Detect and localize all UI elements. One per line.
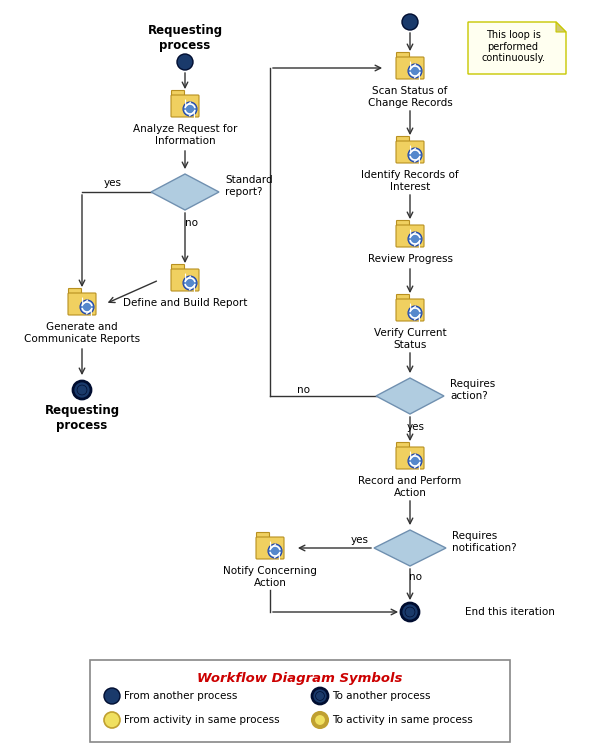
Text: Record and Perform
Action: Record and Perform Action bbox=[359, 476, 462, 498]
FancyBboxPatch shape bbox=[397, 442, 410, 448]
FancyBboxPatch shape bbox=[396, 225, 424, 247]
Text: To activity in same process: To activity in same process bbox=[332, 715, 473, 725]
Circle shape bbox=[408, 306, 422, 320]
Circle shape bbox=[183, 276, 197, 290]
Text: End this iteration: End this iteration bbox=[465, 607, 555, 617]
Text: Requesting
process: Requesting process bbox=[147, 24, 222, 52]
FancyBboxPatch shape bbox=[397, 53, 410, 58]
FancyBboxPatch shape bbox=[397, 137, 410, 143]
Text: yes: yes bbox=[104, 178, 122, 188]
FancyBboxPatch shape bbox=[397, 294, 410, 300]
Circle shape bbox=[73, 381, 91, 399]
Circle shape bbox=[183, 102, 197, 116]
Text: This loop is
performed
continuously.: This loop is performed continuously. bbox=[481, 30, 545, 63]
Text: Generate and
Communicate Reports: Generate and Communicate Reports bbox=[24, 322, 140, 344]
Circle shape bbox=[316, 692, 324, 701]
Text: Define and Build Report: Define and Build Report bbox=[123, 298, 247, 308]
Text: Requesting
process: Requesting process bbox=[44, 404, 120, 432]
Circle shape bbox=[408, 454, 422, 468]
Circle shape bbox=[405, 607, 415, 617]
Polygon shape bbox=[556, 22, 566, 32]
FancyBboxPatch shape bbox=[257, 532, 270, 538]
Text: Review Progress: Review Progress bbox=[368, 254, 453, 264]
Text: yes: yes bbox=[407, 422, 425, 432]
Circle shape bbox=[177, 54, 193, 70]
FancyBboxPatch shape bbox=[68, 293, 96, 315]
Text: no: no bbox=[297, 385, 309, 395]
Circle shape bbox=[312, 688, 328, 704]
Text: Standard
report?: Standard report? bbox=[225, 175, 273, 197]
FancyBboxPatch shape bbox=[90, 660, 510, 742]
FancyBboxPatch shape bbox=[396, 299, 424, 321]
Circle shape bbox=[408, 148, 422, 162]
FancyBboxPatch shape bbox=[69, 288, 82, 294]
Circle shape bbox=[80, 300, 94, 314]
Circle shape bbox=[314, 714, 325, 726]
FancyBboxPatch shape bbox=[171, 91, 184, 97]
FancyBboxPatch shape bbox=[397, 220, 410, 226]
Circle shape bbox=[104, 688, 120, 704]
Text: From activity in same process: From activity in same process bbox=[124, 715, 279, 725]
FancyBboxPatch shape bbox=[171, 95, 199, 117]
Circle shape bbox=[408, 64, 422, 78]
Circle shape bbox=[401, 603, 419, 621]
Text: Analyze Request for
Information: Analyze Request for Information bbox=[133, 124, 237, 146]
FancyBboxPatch shape bbox=[396, 447, 424, 469]
Text: To another process: To another process bbox=[332, 691, 430, 701]
Text: Workflow Diagram Symbols: Workflow Diagram Symbols bbox=[197, 672, 403, 685]
FancyBboxPatch shape bbox=[396, 57, 424, 79]
Text: Requires
action?: Requires action? bbox=[450, 379, 495, 401]
Text: no: no bbox=[410, 572, 422, 582]
Circle shape bbox=[312, 712, 328, 728]
Polygon shape bbox=[376, 378, 444, 414]
Text: no: no bbox=[184, 218, 198, 228]
FancyBboxPatch shape bbox=[396, 141, 424, 163]
Text: yes: yes bbox=[351, 535, 369, 545]
Text: Scan Status of
Change Records: Scan Status of Change Records bbox=[368, 86, 453, 108]
Text: Verify Current
Status: Verify Current Status bbox=[374, 328, 446, 350]
Circle shape bbox=[408, 232, 422, 246]
Polygon shape bbox=[374, 530, 446, 566]
Text: Notify Concerning
Action: Notify Concerning Action bbox=[223, 566, 317, 587]
Text: Requires
notification?: Requires notification? bbox=[452, 532, 516, 553]
FancyBboxPatch shape bbox=[256, 537, 284, 559]
Circle shape bbox=[77, 385, 87, 395]
Circle shape bbox=[268, 544, 282, 558]
Circle shape bbox=[104, 712, 120, 728]
Polygon shape bbox=[468, 22, 566, 74]
FancyBboxPatch shape bbox=[171, 264, 184, 270]
Text: Identify Records of
Interest: Identify Records of Interest bbox=[361, 170, 459, 192]
Polygon shape bbox=[151, 174, 219, 210]
Circle shape bbox=[402, 14, 418, 30]
FancyBboxPatch shape bbox=[171, 269, 199, 291]
Text: From another process: From another process bbox=[124, 691, 238, 701]
